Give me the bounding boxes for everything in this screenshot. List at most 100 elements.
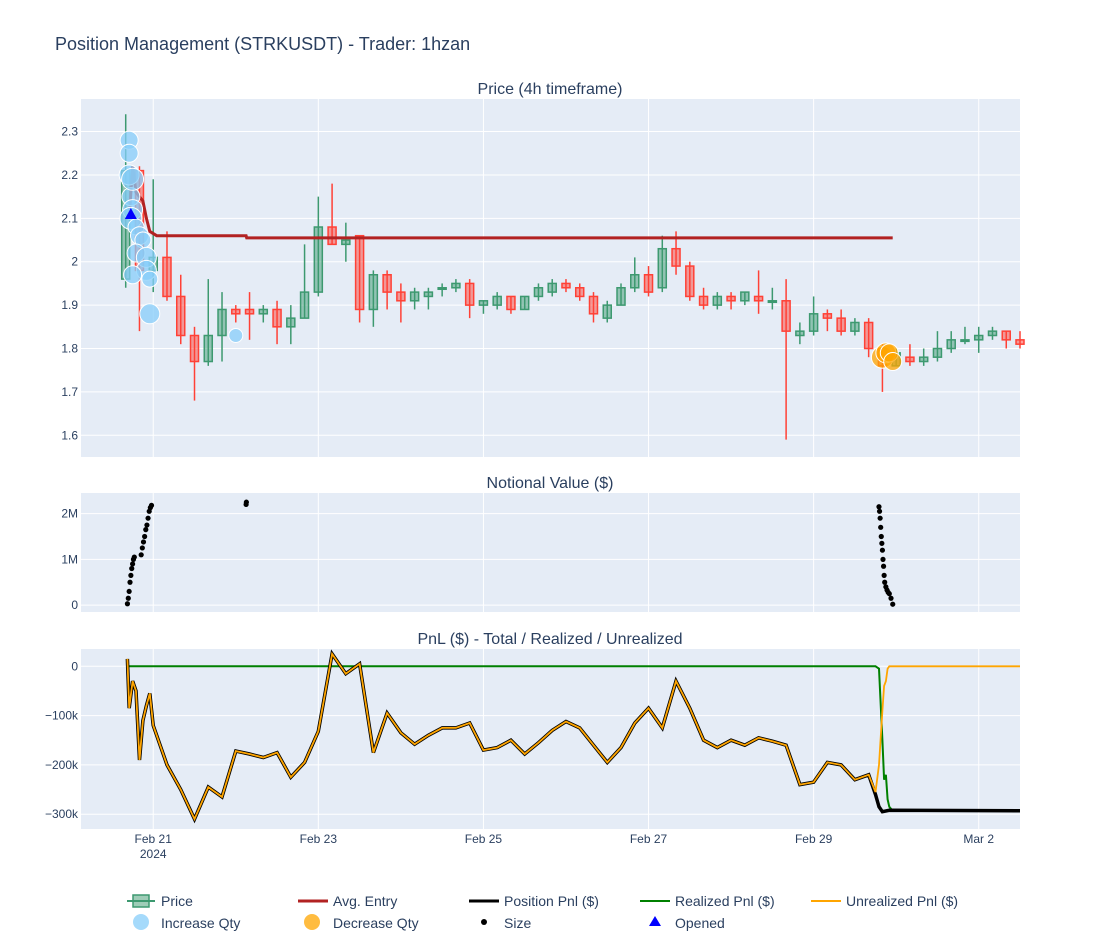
candle-body [753,295,764,302]
candle [217,292,227,362]
legend-item-unrealized-pnl[interactable]: Unrealized Pnl ($) [811,893,958,909]
legend-label-increase-qty: Increase Qty [161,915,240,931]
candle [822,309,833,332]
figure-title: Position Management (STRKUSDT) - Trader:… [55,34,470,54]
increase-qty-marker [119,143,139,163]
candle [574,283,585,301]
size-marker [142,533,148,540]
candle-body [519,295,530,311]
pnl-plot-area [81,649,1020,829]
candle-body [547,282,557,293]
candle [588,292,599,323]
notional-y-ticks: 0 1M 2M [61,507,78,613]
y-tick-label: 2M [61,507,78,521]
candle-body [822,313,833,319]
size-marker [128,572,134,578]
size-marker [138,552,144,558]
candle-body [341,239,351,246]
size-marker [129,565,135,572]
candle [299,244,310,319]
candle-body [712,295,723,306]
opened-marker [124,207,137,219]
candle [258,305,269,323]
size-marker [143,527,149,533]
size-marker [877,515,883,521]
legend-decrease-qty-symbol [304,914,320,930]
legend-price-symbol [132,894,150,908]
legend-item-decrease-qty[interactable]: Decrease Qty [304,914,419,931]
candle [203,279,214,366]
size-marker [145,515,151,521]
size-marker [127,579,133,585]
candle [767,287,778,310]
candle [382,270,392,310]
size-marker [129,561,136,567]
size-marker [881,572,887,578]
increase-qty-marker [139,303,161,325]
candle [451,279,461,293]
candle-body [189,334,200,363]
candle-body [217,308,227,337]
legend-item-position-pnl[interactable]: Position Pnl ($) [469,893,599,909]
legend-item-avg-entry[interactable]: Avg. Entry [298,893,397,909]
candle [506,295,516,314]
candle-body [863,321,874,350]
candle [464,279,475,319]
candle-body [588,295,599,315]
candle-body [836,317,846,332]
legend-item-opened[interactable]: Opened [649,915,725,931]
candle-body [657,247,668,289]
candle-body [946,339,956,350]
candle [973,326,984,353]
candle [396,283,406,323]
size-marker [144,522,150,528]
price-plot-area [81,99,1020,457]
candle [175,274,186,345]
candle-body [616,287,626,306]
x-tick-label: Feb 27 [630,832,668,846]
unrealized-pnl-line [126,651,1020,822]
legend-label-price: Price [161,893,193,909]
legend-label-unrealized-pnl: Unrealized Pnl ($) [846,893,958,909]
candle [932,331,943,362]
candle [244,292,255,340]
candle-body [726,295,736,302]
candle-body [354,234,365,311]
candle [657,235,668,293]
size-marker [888,595,894,601]
legend-item-price[interactable]: Price [127,893,193,909]
size-marker [124,601,131,607]
candle [354,234,365,323]
legend-size-symbol [481,919,487,925]
legend-item-size[interactable]: Size [481,915,531,931]
y-tick-label: 1.6 [61,428,78,442]
candle [905,344,915,366]
legend-label-opened: Opened [675,915,725,931]
candle-body [643,273,654,293]
size-marker [879,547,886,553]
size-marker [131,554,137,560]
candle-body [327,226,337,246]
candle-body [396,291,406,302]
candle-body [905,356,915,363]
legend-item-realized-pnl[interactable]: Realized Pnl ($) [640,893,775,909]
price-gridlines [81,99,1020,457]
candle [795,322,805,345]
y-tick-label: 1.8 [61,342,78,356]
candle [272,300,282,345]
x-tick-label: Mar 2 [963,832,994,846]
size-marker [880,563,887,569]
candle-body [478,300,489,306]
y-tick-label: −200k [45,758,79,772]
candle-body [671,247,681,267]
x-tick-label: Feb 29 [795,832,833,846]
candle-body [740,291,750,302]
candle-body [258,308,269,315]
candle [1015,331,1025,349]
legend-label-realized-pnl: Realized Pnl ($) [675,893,775,909]
y-tick-label: 2.1 [61,211,78,225]
candle [533,283,544,301]
legend: Price Avg. Entry Position Pnl ($) Realiz… [127,893,958,931]
legend-item-increase-qty[interactable]: Increase Qty [133,914,240,931]
